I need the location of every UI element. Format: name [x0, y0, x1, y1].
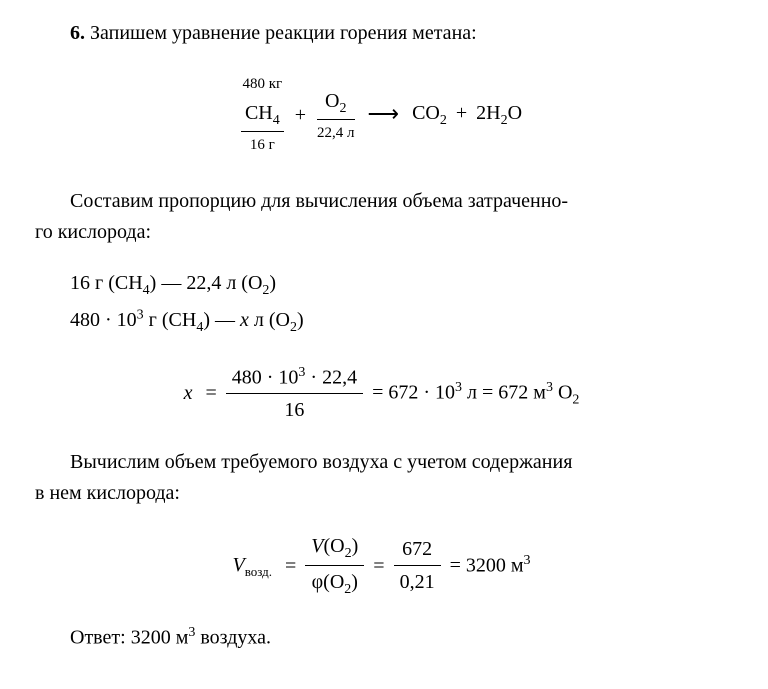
o2-formula: O2 [317, 86, 355, 120]
frac1-num: 480 · 103 · 22,4 [226, 362, 363, 395]
calc2-result: = 3200 м3 [450, 550, 531, 581]
fraction-1: 480 · 103 · 22,4 16 [226, 362, 363, 426]
frac2-num: V(O2) [305, 531, 364, 566]
calculation-x: x = 480 · 103 · 22,4 16 = 672 · 103 л = … [35, 362, 728, 426]
paragraph-2: Вычислим объем требуемого воздуха с учет… [35, 447, 728, 509]
o2-term: O2 22,4 л [317, 84, 355, 145]
para1-line1: Составим пропорцию для вычисления объема… [35, 186, 728, 217]
proportion-line1: 16 г (CH4) — 22,4 л (O2) [70, 266, 728, 303]
proportion: 16 г (CH4) — 22,4 л (O2) 480 · 103 г (CH… [70, 266, 728, 340]
frac2-den: φ(O2) [305, 566, 364, 600]
paragraph-1: Составим пропорцию для вычисления объема… [35, 186, 728, 248]
v-vozd: Vвозд. [232, 550, 272, 582]
answer-label: Ответ: [70, 627, 126, 649]
products: CO2 + 2H2O [412, 98, 522, 131]
answer-text: 3200 м [126, 627, 189, 649]
para2-line2: в нем кислорода: [35, 478, 728, 509]
frac1-den: 16 [226, 394, 363, 425]
reaction-equation: 480 кг CH4 16 г + O2 22,4 л ⟶ CO2 + 2H2O [35, 73, 728, 156]
fraction-2: V(O2) φ(O2) [305, 531, 364, 600]
ch4-formula: CH4 [241, 98, 284, 132]
answer: Ответ: 3200 м3 воздуха. [35, 622, 728, 653]
frac3-num: 672 [394, 534, 441, 566]
fraction-3: 672 0,21 [394, 534, 441, 597]
para2-line1: Вычислим объем требуемого воздуха с учет… [35, 447, 728, 478]
problem-number: 6. [70, 22, 85, 44]
o2-under: 22,4 л [317, 122, 355, 145]
frac3-den: 0,21 [394, 566, 441, 597]
problem-text: Запишем уравнение реакции горения метана… [90, 22, 477, 44]
problem-heading: 6. Запишем уравнение реакции горения мет… [35, 18, 728, 48]
para1-line2: го кислорода: [35, 217, 728, 248]
proportion-line2: 480 · 103 г (CH4) — x л (O2) [70, 303, 728, 340]
ch4-under: 16 г [241, 134, 284, 157]
calculation-v: Vвозд. = V(O2) φ(O2) = 672 0,21 = 3200 м… [35, 531, 728, 600]
calc1-result: = 672 · 103 л = 672 м3 O2 [372, 377, 579, 411]
ch4-over: 480 кг [241, 73, 284, 96]
ch4-term: 480 кг CH4 16 г [241, 73, 284, 156]
plus-1: + [295, 100, 306, 130]
reaction-arrow: ⟶ [368, 97, 400, 130]
x-var: x [184, 378, 193, 408]
